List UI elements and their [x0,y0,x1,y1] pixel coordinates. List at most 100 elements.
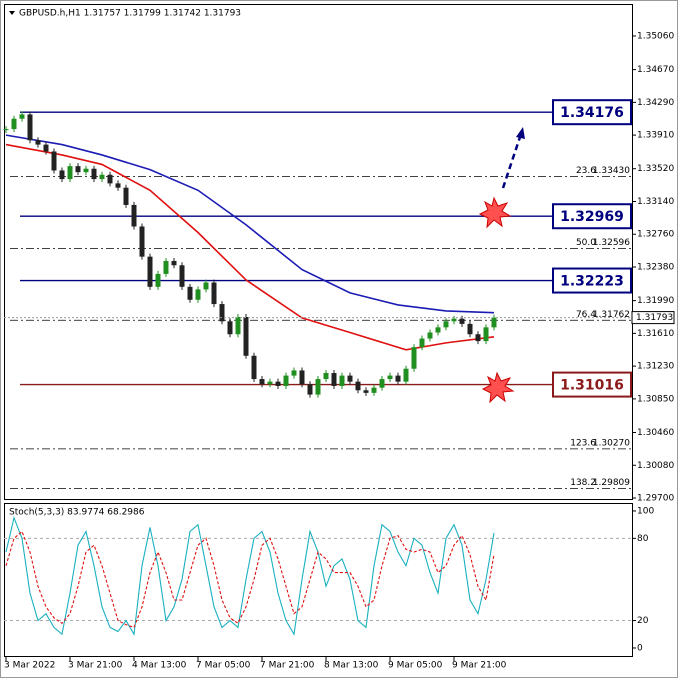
level-label: 1.32969 [560,209,624,225]
candle [355,381,361,391]
candle [467,323,473,335]
candle [195,289,201,300]
y-tick-label: 20 [637,616,649,626]
y-tick-label: 1.32380 [637,262,674,272]
y-tick-label: 1.34290 [637,98,674,108]
stoch-line [5,530,495,629]
y-tick-label: 100 [637,506,654,516]
candle [451,318,457,322]
candle [299,370,305,385]
candle [67,166,73,180]
y-tick-label: 1.35060 [637,31,674,41]
candle [483,327,489,342]
level-box [552,267,632,294]
candle [75,166,81,173]
candle [387,375,393,380]
candle [123,187,129,205]
candle [459,318,465,324]
candle [435,327,441,333]
candle [163,260,169,274]
moving-average [5,143,495,351]
y-tick-label: 1.31990 [637,296,674,306]
candle [51,151,57,171]
level-box [552,99,632,126]
fib-value: 1.33430 [593,166,630,176]
candle [275,381,281,386]
stoch-line [5,515,495,636]
candle [227,321,233,335]
candle [427,332,433,339]
y-tick-label: 1.34670 [637,65,674,75]
candle [339,375,345,386]
candle [307,384,313,395]
candle [259,379,265,385]
level-box [552,371,632,398]
candle [331,373,337,386]
x-tick-label: 3 Mar 21:00 [68,661,123,671]
x-tick-label: 4 Mar 13:00 [132,661,187,671]
candle [115,183,121,188]
candle [27,114,33,141]
x-tick-label: 7 Mar 05:00 [196,661,251,671]
candle [443,321,449,328]
candle [107,174,113,184]
candle [131,204,137,227]
candle [171,260,177,266]
candle [99,174,105,180]
x-tick-label: 9 Mar 21:00 [452,661,507,671]
level-box [552,203,632,230]
candle [395,375,401,382]
candle [347,375,353,382]
arrow-head [516,127,525,139]
candle [291,370,297,376]
candle [147,256,153,287]
y-tick-label: 1.29700 [637,494,674,504]
price-box [631,311,675,325]
candle [315,379,321,395]
y-tick-label: 1.32760 [637,230,674,240]
candle [419,338,425,348]
candle [179,265,185,287]
candle [43,144,49,152]
candle [59,170,65,180]
burst-icon [478,196,512,229]
candle [155,273,161,287]
candle [11,118,17,130]
burst-icon [481,371,515,404]
chart-title: GBPUSD.h,H1 1.31757 1.31799 1.31742 1.31… [19,9,241,19]
candle [83,168,89,173]
fib-name: 76.4 [576,310,596,320]
fib-name: 50.0 [576,238,596,248]
y-tick-label: 0 [637,643,643,653]
main-panel [4,4,633,500]
y-tick-label: 1.31610 [637,329,674,339]
fib-value: 1.31762 [593,310,630,320]
candle [411,347,417,369]
moving-average [5,134,495,314]
fib-name: 123.6 [570,438,596,448]
stoch-title: Stoch(5,3,3) 83.9774 68.2986 [9,508,145,518]
candle [371,387,377,393]
y-tick-label: 1.30080 [637,461,674,471]
fib-name: 23.6 [576,166,596,176]
level-label: 1.34176 [560,105,624,121]
candle [363,390,369,393]
candle [187,286,193,300]
y-tick-label: 1.30460 [637,428,674,438]
level-label: 1.32223 [560,274,624,290]
stoch-panel [4,503,633,657]
level-label: 1.31016 [560,378,624,394]
fib-value: 1.32596 [593,238,630,248]
fib-value: 1.29809 [593,478,630,488]
fib-name: 138.2 [570,478,596,488]
x-tick-label: 7 Mar 21:00 [260,661,315,671]
candle [379,379,385,388]
candle [19,114,25,119]
x-tick-label: 8 Mar 13:00 [324,661,379,671]
candle [35,140,41,145]
candle [403,368,409,382]
candle [235,316,241,335]
candle [323,373,329,380]
candle [139,226,145,257]
